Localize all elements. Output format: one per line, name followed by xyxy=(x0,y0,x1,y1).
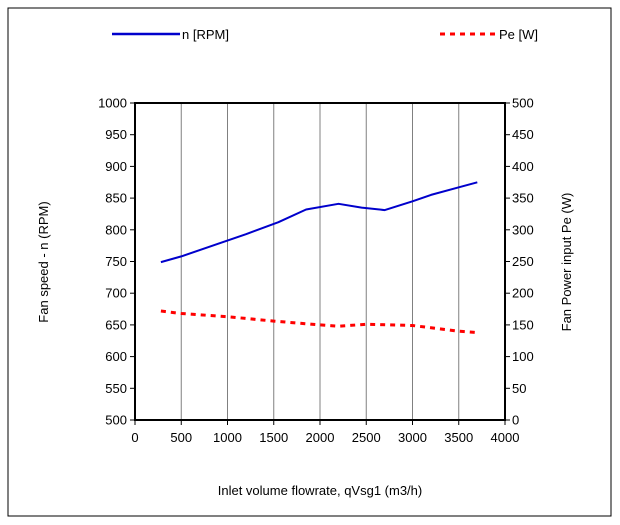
y2-axis-label: Fan Power input Pe (W) xyxy=(559,193,574,332)
y2-tick-label: 300 xyxy=(512,222,534,237)
series-line-1 xyxy=(160,309,478,334)
y-tick-label: 1000 xyxy=(98,96,127,111)
y-tick-label: 750 xyxy=(105,254,127,269)
y2-tick-label: 100 xyxy=(512,349,534,364)
y-tick-label: 850 xyxy=(105,191,127,206)
y2-tick-label: 350 xyxy=(512,191,534,206)
x-tick-label: 2500 xyxy=(352,430,381,445)
y-tick-label: 800 xyxy=(105,222,127,237)
x-tick-label: 1000 xyxy=(213,430,242,445)
x-tick-label: 3500 xyxy=(444,430,473,445)
y2-tick-label: 250 xyxy=(512,254,534,269)
y-tick-label: 550 xyxy=(105,381,127,396)
y-tick-label: 650 xyxy=(105,317,127,332)
y2-tick-label: 400 xyxy=(512,159,534,174)
y2-tick-label: 500 xyxy=(512,96,534,111)
y-tick-label: 700 xyxy=(105,286,127,301)
grid xyxy=(180,103,460,420)
y-axis-label: Fan speed - n (RPM) xyxy=(36,201,51,322)
y-tick-label: 900 xyxy=(105,159,127,174)
x-tick-label: 500 xyxy=(170,430,192,445)
legend-label-1: Pe [W] xyxy=(499,27,538,42)
x-tick-label: 1500 xyxy=(259,430,288,445)
y2-tick-label: 450 xyxy=(512,127,534,142)
series-line-0 xyxy=(160,181,478,264)
y2-tick-label: 150 xyxy=(512,317,534,332)
y2-tick-label: 0 xyxy=(512,413,519,428)
x-tick-label: 0 xyxy=(131,430,138,445)
legend-label-0: n [RPM] xyxy=(182,27,229,42)
ticks: 0 500 1000 1500 2000 2500 3000 3500 400050055060… xyxy=(98,96,534,446)
x-axis-label: Inlet volume flowrate, qVsg1 (m3/h) xyxy=(218,483,422,498)
series-layer xyxy=(160,181,478,334)
x-tick-label: 4000 xyxy=(491,430,520,445)
y2-tick-label: 200 xyxy=(512,286,534,301)
y-tick-label: 500 xyxy=(105,413,127,428)
x-tick-label: 2000 xyxy=(306,430,335,445)
y2-tick-label: 50 xyxy=(512,381,526,396)
x-tick-label: 3000 xyxy=(398,430,427,445)
y-tick-label: 600 xyxy=(105,349,127,364)
chart-frame xyxy=(7,7,612,517)
y-tick-label: 950 xyxy=(105,127,127,142)
legend: n [RPM] Pe [W] xyxy=(112,27,538,42)
